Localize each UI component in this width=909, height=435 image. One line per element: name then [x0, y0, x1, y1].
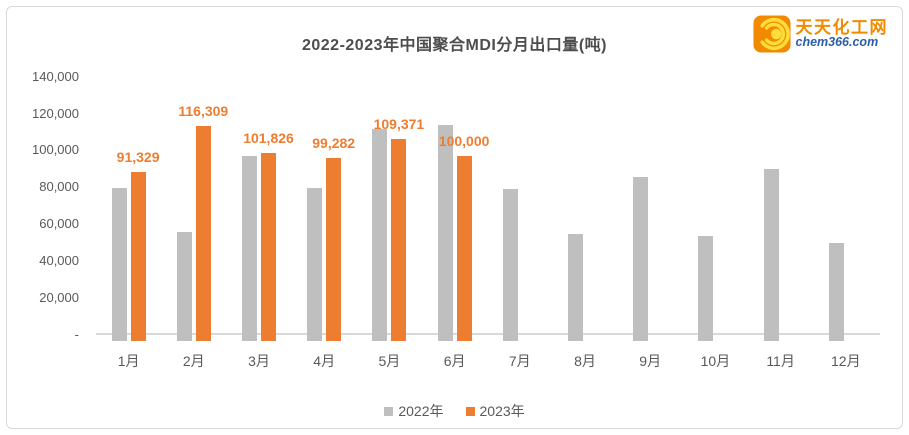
x-axis-label: 12月 — [831, 353, 861, 369]
bar-2023年-4月 — [326, 157, 342, 341]
bar-2022年-11月 — [763, 169, 779, 341]
swirl-logo-icon — [752, 15, 791, 53]
brand-name: 天天化工网 — [795, 17, 888, 37]
x-axis-label: 9月 — [639, 353, 662, 369]
bar-2023年-6月 — [456, 156, 472, 341]
x-axis-line — [96, 333, 881, 335]
bar-2022年-8月 — [568, 233, 583, 341]
bar-2022年-4月 — [307, 187, 323, 341]
data-label-2023年-5月: 109,371 — [373, 116, 425, 133]
y-axis-tick-label: 20,000 — [39, 290, 79, 306]
brand-logo: 天天化工网 chem366.com — [752, 15, 889, 53]
data-label-2023年-4月: 99,282 — [312, 134, 356, 151]
bar-2022年-9月 — [633, 176, 649, 341]
legend-item-2023年: 2023年 — [465, 401, 525, 421]
bar-2022年-2月 — [176, 232, 192, 341]
x-axis-label: 8月 — [574, 353, 596, 369]
x-axis-label: 7月 — [508, 353, 531, 369]
y-axis-tick-label: - — [74, 327, 79, 342]
brand-text: 天天化工网 chem366.com — [795, 17, 889, 50]
bar-2023年-1月 — [130, 172, 146, 341]
bar-2023年-3月 — [261, 153, 276, 341]
legend-marker-icon — [465, 406, 475, 416]
x-axis-label: 6月 — [443, 353, 466, 369]
chart-title: 2022-2023年中国聚合MDI分月出口量(吨) — [301, 37, 607, 54]
bar-2022年-10月 — [698, 235, 714, 341]
legend-marker-icon — [384, 406, 394, 416]
x-axis-label: 3月 — [248, 353, 270, 369]
x-axis-label: 2月 — [182, 353, 205, 369]
bar-2023年-5月 — [391, 139, 407, 341]
data-label-2023年-1月: 91,329 — [116, 149, 160, 166]
y-axis-tick-label: 120,000 — [32, 105, 79, 121]
chart-card: 2022-2023年中国聚合MDI分月出口量(吨) 天天化工网 chem366.… — [6, 6, 903, 429]
bar-2022年-12月 — [828, 243, 844, 341]
legend-item-2022年: 2022年 — [384, 401, 444, 421]
data-label-2023年-3月: 101,826 — [243, 130, 294, 147]
y-axis-tick-label: 40,000 — [39, 253, 79, 269]
x-axis-label: 11月 — [766, 353, 795, 369]
bar-2022年-3月 — [242, 155, 257, 341]
brand-domain: chem366.com — [795, 35, 879, 50]
bar-2022年-7月 — [502, 188, 518, 341]
x-axis-label: 5月 — [378, 353, 401, 369]
legend-label: 2023年 — [479, 403, 525, 419]
bar-2023年-2月 — [195, 126, 211, 341]
bar-2022年-6月 — [437, 125, 453, 341]
data-label-2023年-2月: 116,309 — [178, 103, 229, 120]
bar-2022年-1月 — [111, 187, 127, 341]
y-axis-tick-label: 140,000 — [32, 68, 79, 84]
x-axis-label: 1月 — [117, 353, 140, 369]
legend-label: 2022年 — [398, 403, 444, 419]
y-axis-tick-label: 80,000 — [39, 179, 79, 195]
x-axis-label: 10月 — [700, 353, 731, 369]
x-axis-label: 4月 — [313, 353, 336, 369]
bar-2022年-5月 — [372, 128, 388, 341]
y-axis-tick-label: 100,000 — [32, 142, 79, 158]
data-label-2023年-6月: 100,000 — [438, 133, 490, 150]
chart-legend: 2022年 2023年 — [7, 401, 902, 421]
y-axis-tick-label: 60,000 — [39, 216, 79, 232]
